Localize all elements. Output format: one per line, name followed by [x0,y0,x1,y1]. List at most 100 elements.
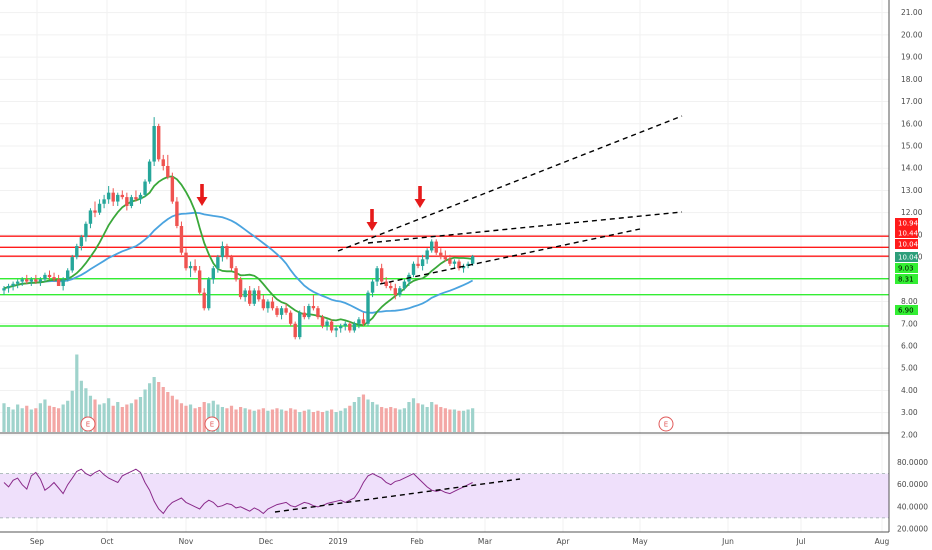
candle-body [420,259,425,266]
moving-averages [3,175,474,327]
volume-bar [248,409,252,432]
candle-body [393,288,397,295]
candle-body [97,203,102,213]
time-axis-label: May [632,537,648,546]
candle-body [325,321,329,326]
volume-bar [466,409,470,432]
candle-body [348,323,352,331]
annotation-arrows[interactable] [196,184,426,231]
candle-body [411,263,416,275]
volume-bar [125,404,129,432]
price-axis-label: 20.00 [901,30,923,39]
candle-body [457,261,461,269]
candle-body [34,279,38,282]
down-arrow-icon[interactable] [196,184,208,206]
volume-bar [452,409,457,432]
candle-body [425,250,429,260]
earnings-marker-icon[interactable] [204,416,220,432]
candle-body [43,274,47,280]
volume-bar [43,399,47,432]
candle-body [430,241,434,251]
candle-body [179,226,184,253]
volume-bar [311,412,315,432]
trend-lines[interactable] [274,115,683,513]
candle-body [61,279,65,286]
volume-bar [111,405,115,432]
volume-bars [2,354,475,432]
volume-bar [234,409,238,432]
price-tag-text: 10.04 [898,241,919,249]
price-axis-label: 6.00 [901,342,918,351]
candle-body [311,306,316,309]
price-axis-label: 21.00 [901,8,923,17]
price-axis-label: 2.00 [901,430,918,439]
volume-bar [261,408,265,432]
volume-bar [157,382,161,432]
volume-bar [66,400,70,432]
candle-body [470,256,475,264]
candle-body [84,223,88,238]
volume-bar [339,410,343,432]
volume-bar [143,389,147,432]
volume-bar [298,412,302,432]
volume-bar [461,410,466,432]
rsi-series [3,468,473,515]
earnings-marker-label: E [210,421,214,429]
price-tag-bg [895,239,918,249]
candle-body [120,194,124,198]
time-axis-label: Nov [179,537,194,546]
horizontal-levels[interactable] [0,235,889,327]
candle-body [434,241,438,253]
candle-body [270,301,275,309]
volume-bar [148,383,152,432]
grid [0,0,889,532]
price-tag-text: 8.31 [898,276,914,284]
candle-body [243,290,247,298]
volume-bar [279,409,284,432]
candle-body [384,281,388,286]
candle-body [166,166,170,178]
candle-body [370,281,375,293]
price-tag-bg [895,218,918,228]
candle-body [402,281,407,289]
candlesticks [2,117,475,340]
volume-bar [252,410,256,432]
upper-trend-line[interactable] [337,115,683,252]
volume-bar [330,409,334,432]
volume-bar [266,410,270,432]
candle-body [184,252,188,269]
candle-body [88,210,93,224]
volume-bar [239,407,243,432]
candle-body [343,323,347,326]
earnings-marker-icon[interactable] [658,416,674,432]
candle-body [252,290,256,304]
candle-body [448,259,452,264]
volume-bar [211,400,215,432]
volume-bar [20,408,24,432]
candle-body [220,246,225,258]
candle-body [106,192,111,200]
down-arrow-icon[interactable] [414,186,426,208]
candle-body [216,257,220,269]
price-axis-label: 19.00 [901,53,923,62]
candle-body [157,126,161,160]
volume-bar [307,409,311,432]
price-tag: 9.03 [895,263,918,273]
arrow-shaft [200,184,204,198]
price-tag-text: 10.94 [898,220,919,228]
candle-body [202,292,206,309]
middle-trend-line[interactable] [367,211,683,244]
volume-bar [220,407,224,432]
volume-bar [411,398,416,432]
price-tags: 10.94 10.44 10.04 10.04 9.03 8.31 6.90 [895,218,919,315]
down-arrow-icon[interactable] [366,209,378,231]
earnings-marker-icon[interactable] [80,416,96,432]
candle-body [56,279,61,286]
volume-bar [93,399,97,432]
volume-bar [34,408,38,432]
volume-bar [325,410,329,432]
price-axis-label: 5.00 [901,364,918,373]
volume-bar [334,412,338,432]
